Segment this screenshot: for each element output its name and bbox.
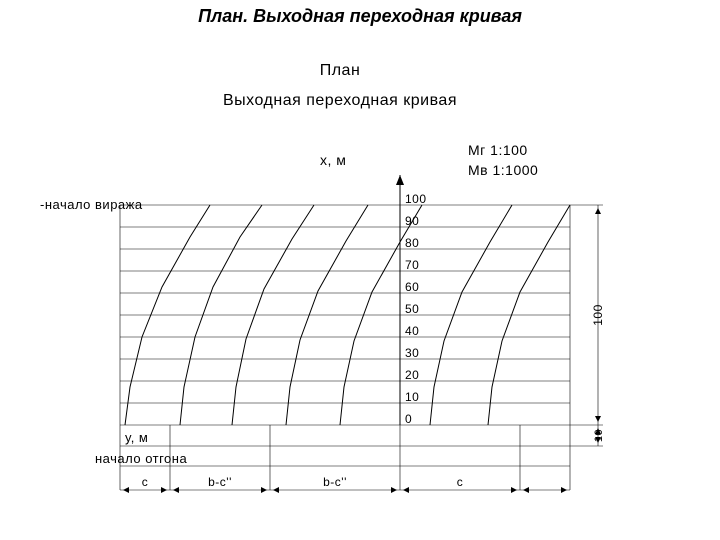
drawing-title-2: Выходная переходная кривая <box>223 92 457 109</box>
dim-100-text: 100 <box>591 304 605 326</box>
drawing: План Выходная переходная кривая Мг 1:100 Мв… <box>0 27 720 527</box>
page-title: План. Выходная переходная кривая <box>0 0 720 27</box>
y-tick: 40 <box>405 324 419 338</box>
seg-label: b-с'' <box>208 475 232 489</box>
axis-arrow <box>396 175 404 185</box>
y-tick: 20 <box>405 368 419 382</box>
label-virage: -начало виража <box>40 197 143 212</box>
scale-v: Мв 1:1000 <box>468 162 538 178</box>
x-axis-label: х, м <box>320 152 346 168</box>
seg-label: с <box>142 475 149 489</box>
y-axis-label: у, м <box>125 430 148 445</box>
seg-label: b-с'' <box>323 475 347 489</box>
seg-label: с <box>457 475 464 489</box>
y-tick: 0 <box>405 412 412 426</box>
y-tick: 50 <box>405 302 419 316</box>
y-tick: 30 <box>405 346 419 360</box>
drawing-svg: План Выходная переходная кривая Мг 1:100 Мв… <box>0 27 720 527</box>
dim-10-text: 10 <box>593 429 605 442</box>
y-tick: 80 <box>405 236 419 250</box>
scale-h: Мг 1:100 <box>468 142 528 158</box>
y-tick: 100 <box>405 192 427 206</box>
y-tick: 70 <box>405 258 419 272</box>
y-tick: 10 <box>405 390 419 404</box>
label-otgon: начало отгона <box>95 451 187 466</box>
y-tick: 60 <box>405 280 419 294</box>
drawing-title-1: План <box>320 62 361 79</box>
